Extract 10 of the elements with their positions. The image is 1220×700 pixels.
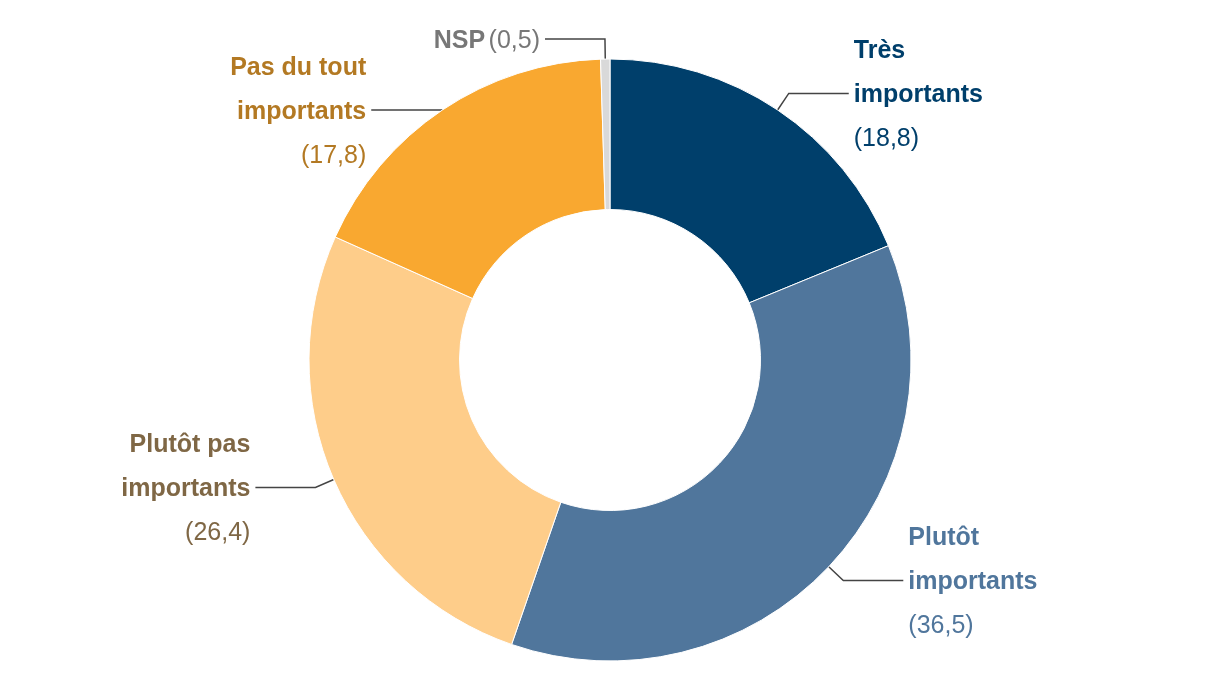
data-label: (36,5) [908,610,974,639]
data-label: (26,4) [185,517,251,546]
slice-label: Plutôt importants [908,522,1038,595]
slice-label: Pas du tout importants [230,52,367,125]
data-label: (0,5) [488,25,540,54]
data-label: (17,8) [300,140,367,169]
slice-label: NSP [433,25,486,54]
slice-label: Plutôt pas importants [121,429,251,502]
slice-label: Très importants [853,35,983,108]
data-label: (18,8) [853,123,920,152]
